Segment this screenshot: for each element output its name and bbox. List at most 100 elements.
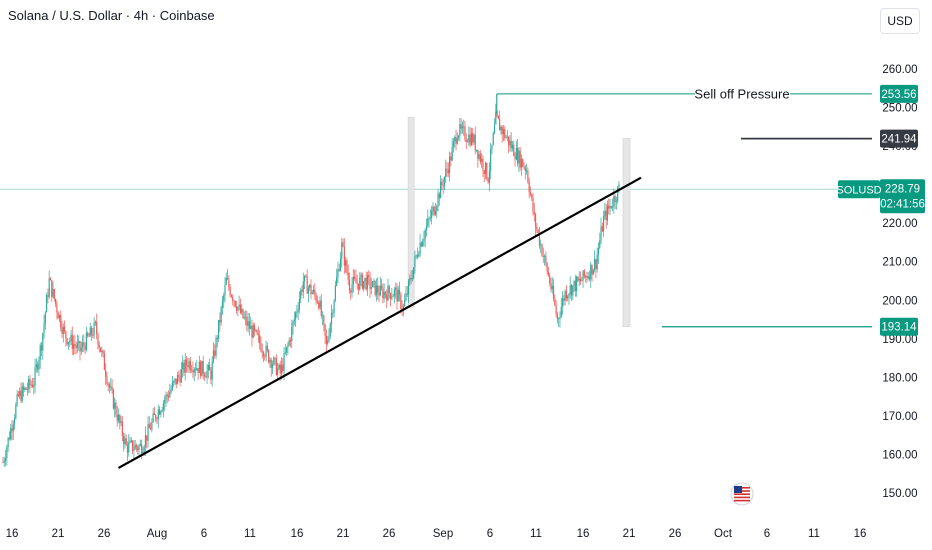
candle-body: [420, 242, 422, 247]
candle: [20, 382, 22, 404]
candle: [369, 271, 371, 299]
candle-body: [519, 150, 521, 168]
candle-body: [56, 303, 58, 313]
candle-body: [463, 126, 465, 128]
candle-body: [164, 400, 166, 404]
candle: [339, 252, 342, 272]
candle: [577, 276, 579, 282]
candle: [323, 314, 325, 331]
candle-body: [277, 368, 279, 375]
candle-body: [30, 384, 32, 386]
candle: [278, 363, 280, 371]
candle-body: [614, 196, 616, 202]
candle: [210, 367, 212, 385]
candle-body: [464, 126, 466, 140]
candle: [60, 310, 62, 332]
candle: [224, 276, 226, 303]
candle-body: [348, 279, 351, 291]
candle: [370, 278, 372, 295]
candle-body: [432, 206, 434, 211]
price-axis[interactable]: 150.00 160.00 170.00 180.00 190.00 200.00 210.…: [882, 64, 917, 500]
candle-body: [478, 154, 480, 159]
candle: [554, 294, 556, 307]
candle-body: [492, 133, 494, 145]
candle-body: [491, 144, 493, 150]
candle-body: [221, 300, 224, 308]
candle: [187, 358, 189, 373]
candle: [469, 126, 471, 148]
candle-body: [44, 312, 46, 323]
candle-body: [596, 254, 598, 270]
candle: [107, 381, 109, 392]
us-flag-icon[interactable]: [730, 482, 754, 506]
candle-body: [162, 403, 165, 410]
candle: [570, 283, 573, 302]
candle: [389, 292, 392, 307]
candle-body: [615, 200, 618, 202]
candle: [391, 288, 393, 301]
candle-body: [472, 133, 474, 143]
candle-body: [540, 244, 542, 246]
candle-body: [12, 424, 14, 432]
candle: [324, 323, 326, 345]
candle: [133, 440, 135, 459]
candle-body: [572, 285, 574, 296]
candle: [407, 278, 410, 304]
candle-body: [415, 255, 417, 257]
candle: [228, 275, 230, 291]
candle-body: [363, 281, 365, 289]
candle: [209, 358, 211, 371]
candle: [565, 284, 567, 302]
candle: [130, 437, 132, 444]
candle-body: [51, 280, 53, 297]
x-tick-label: 16: [577, 528, 590, 540]
candle-body: [197, 368, 199, 374]
candle: [588, 270, 591, 282]
candle: [377, 277, 379, 300]
candle: [366, 271, 369, 296]
candle: [452, 137, 455, 153]
candle-body: [201, 360, 203, 377]
candle: [572, 285, 574, 301]
y-tick-label: 210.00: [882, 257, 917, 269]
candle: [332, 308, 334, 318]
candle-body: [423, 238, 425, 242]
candle-body: [158, 409, 161, 415]
candle-body: [257, 333, 259, 336]
sell-off-price-tag-text: 253.56: [881, 89, 916, 101]
candle: [329, 322, 331, 340]
candle-body: [558, 318, 560, 320]
candle-body: [40, 345, 43, 351]
candle-body: [338, 269, 340, 271]
candle: [121, 416, 123, 442]
candle-body: [556, 314, 558, 320]
candle: [103, 349, 105, 371]
candle-body: [546, 263, 548, 273]
candle-body: [524, 167, 526, 171]
candle-body: [531, 194, 533, 198]
candle: [28, 375, 30, 394]
candle-body: [590, 264, 592, 280]
time-axis[interactable]: 16 21 26 Aug 6 11 16 21 26 Sep 6 11 16 21 26 Oct 6 11 16: [6, 528, 867, 540]
candle: [234, 300, 236, 308]
trend-line[interactable]: [117, 176, 642, 469]
drawing-layer[interactable]: Sell off Pressure: [117, 86, 873, 469]
candle-body: [81, 342, 84, 348]
candle-body: [441, 181, 443, 185]
candle-body: [207, 364, 209, 371]
candle: [101, 346, 103, 357]
candle: [466, 138, 469, 143]
candle-body: [517, 147, 519, 164]
candle-body: [404, 300, 406, 306]
candle-body: [103, 353, 105, 370]
candle-body: [275, 358, 277, 375]
currency-button[interactable]: USD: [880, 8, 920, 34]
candle: [601, 222, 603, 233]
candle: [609, 198, 611, 216]
candle: [37, 361, 39, 373]
candle-body: [323, 315, 325, 325]
candle-body: [505, 137, 507, 139]
candle-body: [141, 444, 143, 455]
candle-body: [438, 193, 440, 199]
